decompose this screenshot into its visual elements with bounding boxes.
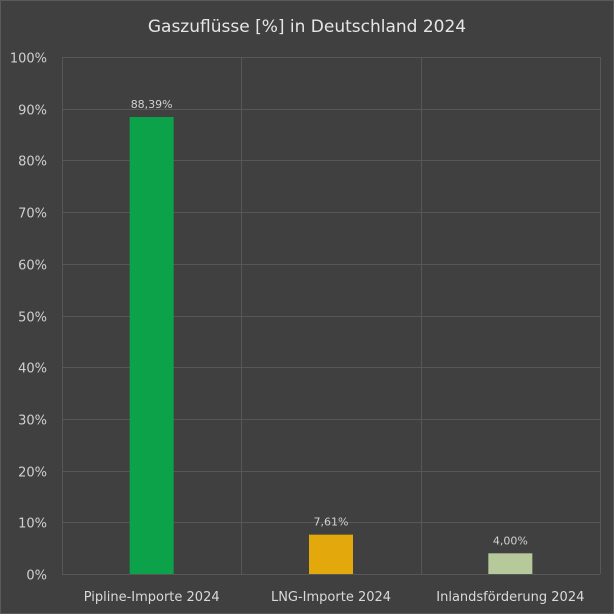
y-tick-label: 50% [18,311,47,326]
y-tick-label: 70% [18,207,47,222]
y-tick-label: 100% [10,52,47,67]
y-tick-label: 10% [18,517,47,532]
bar-value-label: 88,39% [131,98,173,111]
y-tick-label: 20% [18,466,47,481]
y-tick-label: 0% [26,569,47,584]
y-tick-label: 90% [18,104,47,119]
y-tick-label: 80% [18,155,47,170]
y-axis-tick-labels: 0% 10% 20% 30% 40% 50% 60% 70% 80% 90% 100% [10,52,47,584]
bars [129,117,533,575]
bar-value-label: 7,61% [314,516,349,529]
bar [309,534,353,574]
bar [488,553,533,574]
y-tick-label: 40% [18,362,47,377]
bar-value-label: 4,00% [493,534,528,547]
x-axis-category-labels: Pipline-Importe 2024 LNG-Importe 2024 Inla… [84,590,585,605]
x-category-label: LNG-Importe 2024 [271,590,391,605]
x-category-label: Pipline-Importe 2024 [84,590,220,605]
x-category-label: Inlandsförderung 2024 [436,590,584,605]
data-labels: 88,39% 7,61% 4,00% [131,98,528,547]
y-tick-label: 30% [18,414,47,429]
y-tick-label: 60% [18,259,47,274]
chart-title: Gaszuflüsse [%] in Deutschland 2024 [148,17,466,37]
bar [129,117,174,575]
